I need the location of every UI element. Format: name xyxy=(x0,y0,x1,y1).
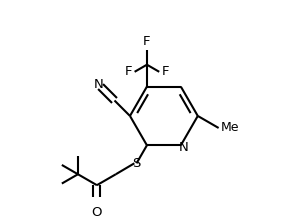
Text: F: F xyxy=(124,65,132,78)
Text: Me: Me xyxy=(220,121,239,135)
Text: O: O xyxy=(92,206,102,218)
Text: F: F xyxy=(162,65,169,78)
Text: F: F xyxy=(143,35,151,48)
Text: N: N xyxy=(179,141,189,153)
Text: N: N xyxy=(93,78,103,91)
Text: S: S xyxy=(132,157,141,170)
